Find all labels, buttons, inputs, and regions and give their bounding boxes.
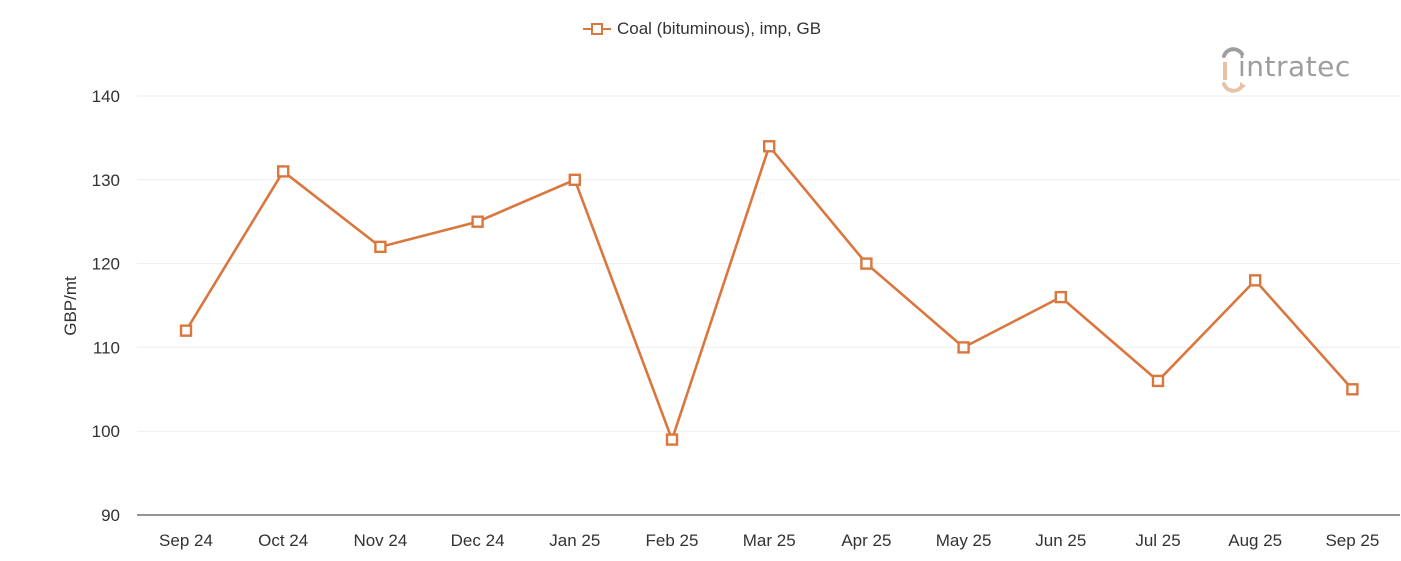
x-tick-label: Jun 25: [1035, 531, 1086, 550]
y-tick-label: 90: [101, 506, 120, 525]
data-point-marker[interactable]: [1346, 383, 1359, 396]
x-tick-label: Oct 24: [258, 531, 308, 550]
data-point-marker[interactable]: [471, 215, 484, 228]
legend-marker-icon: [583, 23, 611, 35]
x-tick-label: Sep 24: [159, 531, 213, 550]
y-tick-label: 110: [93, 338, 120, 357]
y-tick-label: 130: [92, 171, 120, 190]
intratec-logo: intratec: [1218, 42, 1368, 98]
y-tick-label: 100: [92, 422, 120, 441]
y-axis-title: GBP/mt: [61, 276, 80, 336]
data-point-marker[interactable]: [860, 257, 873, 270]
legend[interactable]: Coal (bituminous), imp, GB: [583, 17, 821, 41]
x-tick-label: Feb 25: [646, 531, 699, 550]
x-tick-label: Apr 25: [841, 531, 891, 550]
x-tick-label: Dec 24: [451, 531, 505, 550]
x-tick-label: Sep 25: [1325, 531, 1379, 550]
logo-text: intratec: [1238, 50, 1351, 83]
y-tick-label: 120: [92, 255, 120, 274]
data-point-marker[interactable]: [277, 165, 290, 178]
x-axis-ticks: Sep 24 Oct 24 Nov 24 Dec 24 Jan 25 Feb 25 Mar …: [159, 531, 1379, 550]
y-tick-label: 140: [92, 87, 120, 106]
x-tick-label: Jul 25: [1135, 531, 1180, 550]
x-tick-label: Mar 25: [743, 531, 796, 550]
data-point-marker[interactable]: [179, 324, 193, 337]
data-point-marker[interactable]: [568, 173, 581, 187]
series-markers: [179, 140, 1359, 446]
data-point-marker[interactable]: [665, 433, 679, 446]
x-tick-label: Jan 25: [549, 531, 600, 550]
data-point-marker[interactable]: [1248, 274, 1262, 287]
series-line-coal: [184, 144, 1354, 441]
data-point-marker[interactable]: [763, 140, 776, 153]
x-tick-label: May 25: [936, 531, 992, 550]
logo-mark-icon: [1222, 47, 1246, 93]
x-tick-label: Aug 25: [1228, 531, 1282, 550]
legend-label: Coal (bituminous), imp, GB: [617, 19, 822, 38]
data-point-marker[interactable]: [374, 240, 387, 254]
data-point-marker[interactable]: [1054, 290, 1068, 304]
data-point-marker[interactable]: [957, 341, 970, 354]
y-axis-ticks: 90 100 110 120 130 140: [92, 87, 120, 525]
data-point-marker[interactable]: [1151, 374, 1165, 388]
x-tick-label: Nov 24: [353, 531, 407, 550]
